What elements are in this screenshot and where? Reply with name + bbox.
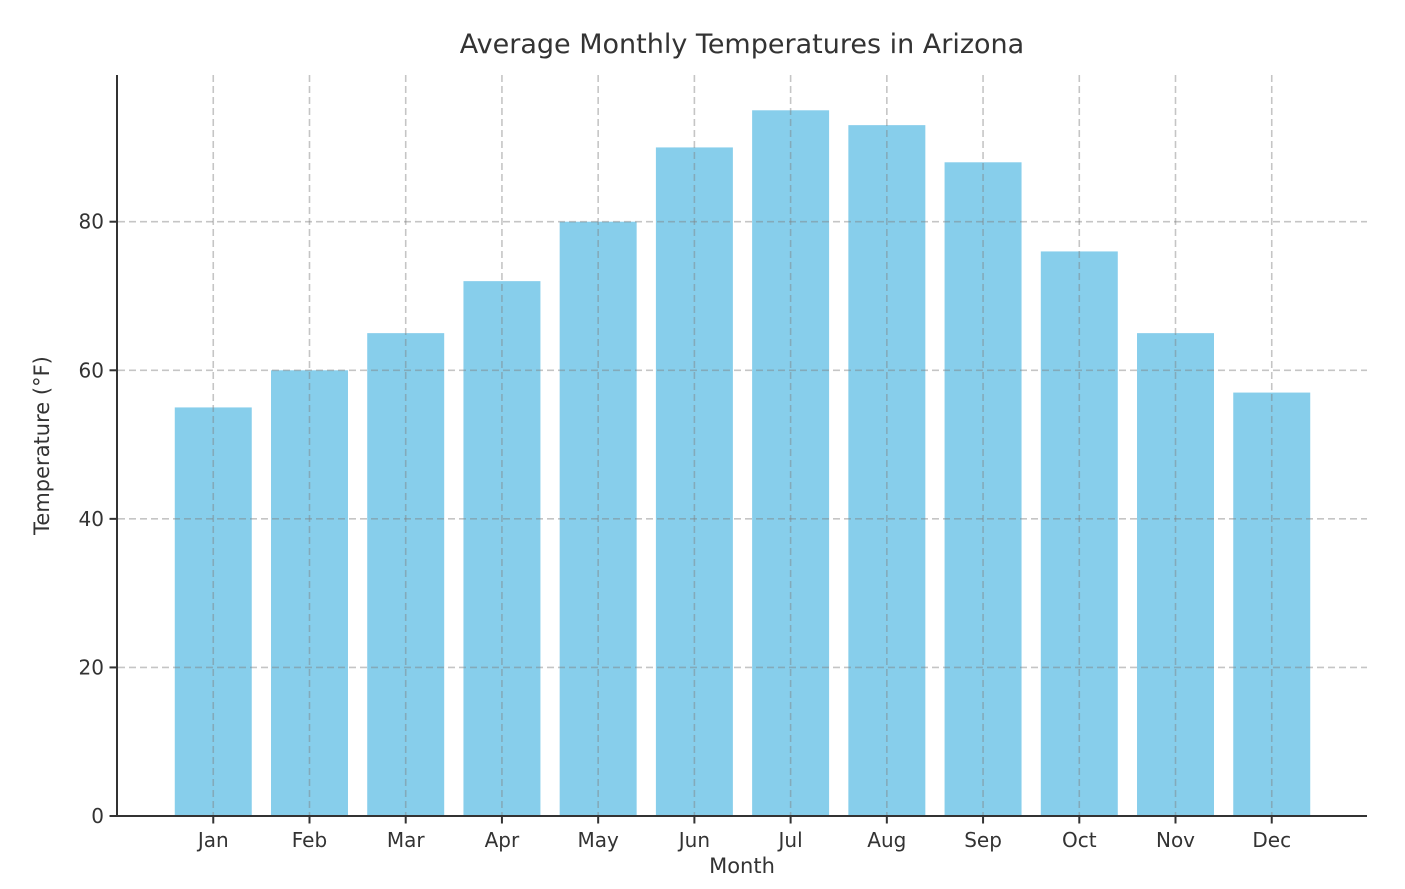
y-tick-label-60: 60 <box>79 358 104 382</box>
x-tick-label-may: May <box>577 828 619 852</box>
y-tick-label-20: 20 <box>79 655 104 679</box>
x-tick-label-jul: Jul <box>777 828 803 852</box>
x-tick-label-jun: Jun <box>677 828 710 852</box>
tick-layer <box>109 220 1273 824</box>
bar-jun <box>655 147 733 816</box>
axes-layer <box>116 75 1367 817</box>
bar-jul <box>752 110 830 817</box>
bars-layer <box>174 110 1311 817</box>
x-tick-label-nov: Nov <box>1156 828 1195 852</box>
x-tick-label-jan: Jan <box>196 828 229 852</box>
x-axis-label: Month <box>709 854 775 878</box>
x-tick-label-apr: Apr <box>485 828 520 852</box>
x-tick-label-aug: Aug <box>867 828 906 852</box>
x-tick-label-feb: Feb <box>292 828 327 852</box>
y-tick-label-0: 0 <box>91 804 104 828</box>
y-axis-label: Temperature (°F) <box>30 356 54 536</box>
y-tick-label-40: 40 <box>79 507 104 531</box>
x-tick-label-dec: Dec <box>1252 828 1291 852</box>
y-tick-label-80: 80 <box>79 210 104 234</box>
bar-mar <box>367 333 445 816</box>
bar-may <box>559 221 637 816</box>
grid-layer <box>118 75 1367 815</box>
bar-jan <box>174 407 252 816</box>
bar-apr <box>463 281 541 816</box>
bar-feb <box>271 370 348 816</box>
x-tick-label-mar: Mar <box>387 828 426 852</box>
bar-dec <box>1233 392 1311 816</box>
chart-title: Average Monthly Temperatures in Arizona <box>460 29 1024 60</box>
bar-aug <box>848 125 926 816</box>
tick-label-layer: Jan Feb Mar Apr May Jun Jul Aug Sep Oct Nov Dec 0 20 4… <box>79 210 1292 852</box>
bar-nov <box>1137 333 1214 816</box>
x-tick-label-sep: Sep <box>964 828 1002 852</box>
bar-sep <box>944 162 1022 817</box>
x-tick-label-oct: Oct <box>1062 828 1097 852</box>
bar-oct <box>1040 251 1118 816</box>
